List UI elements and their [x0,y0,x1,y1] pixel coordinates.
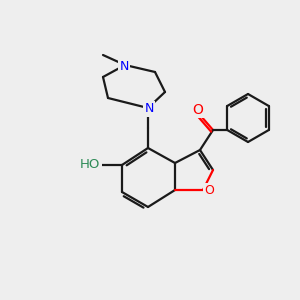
Text: HO: HO [80,158,100,172]
Text: N: N [144,103,154,116]
Text: N: N [119,59,129,73]
Text: O: O [204,184,214,197]
Text: O: O [193,103,203,117]
